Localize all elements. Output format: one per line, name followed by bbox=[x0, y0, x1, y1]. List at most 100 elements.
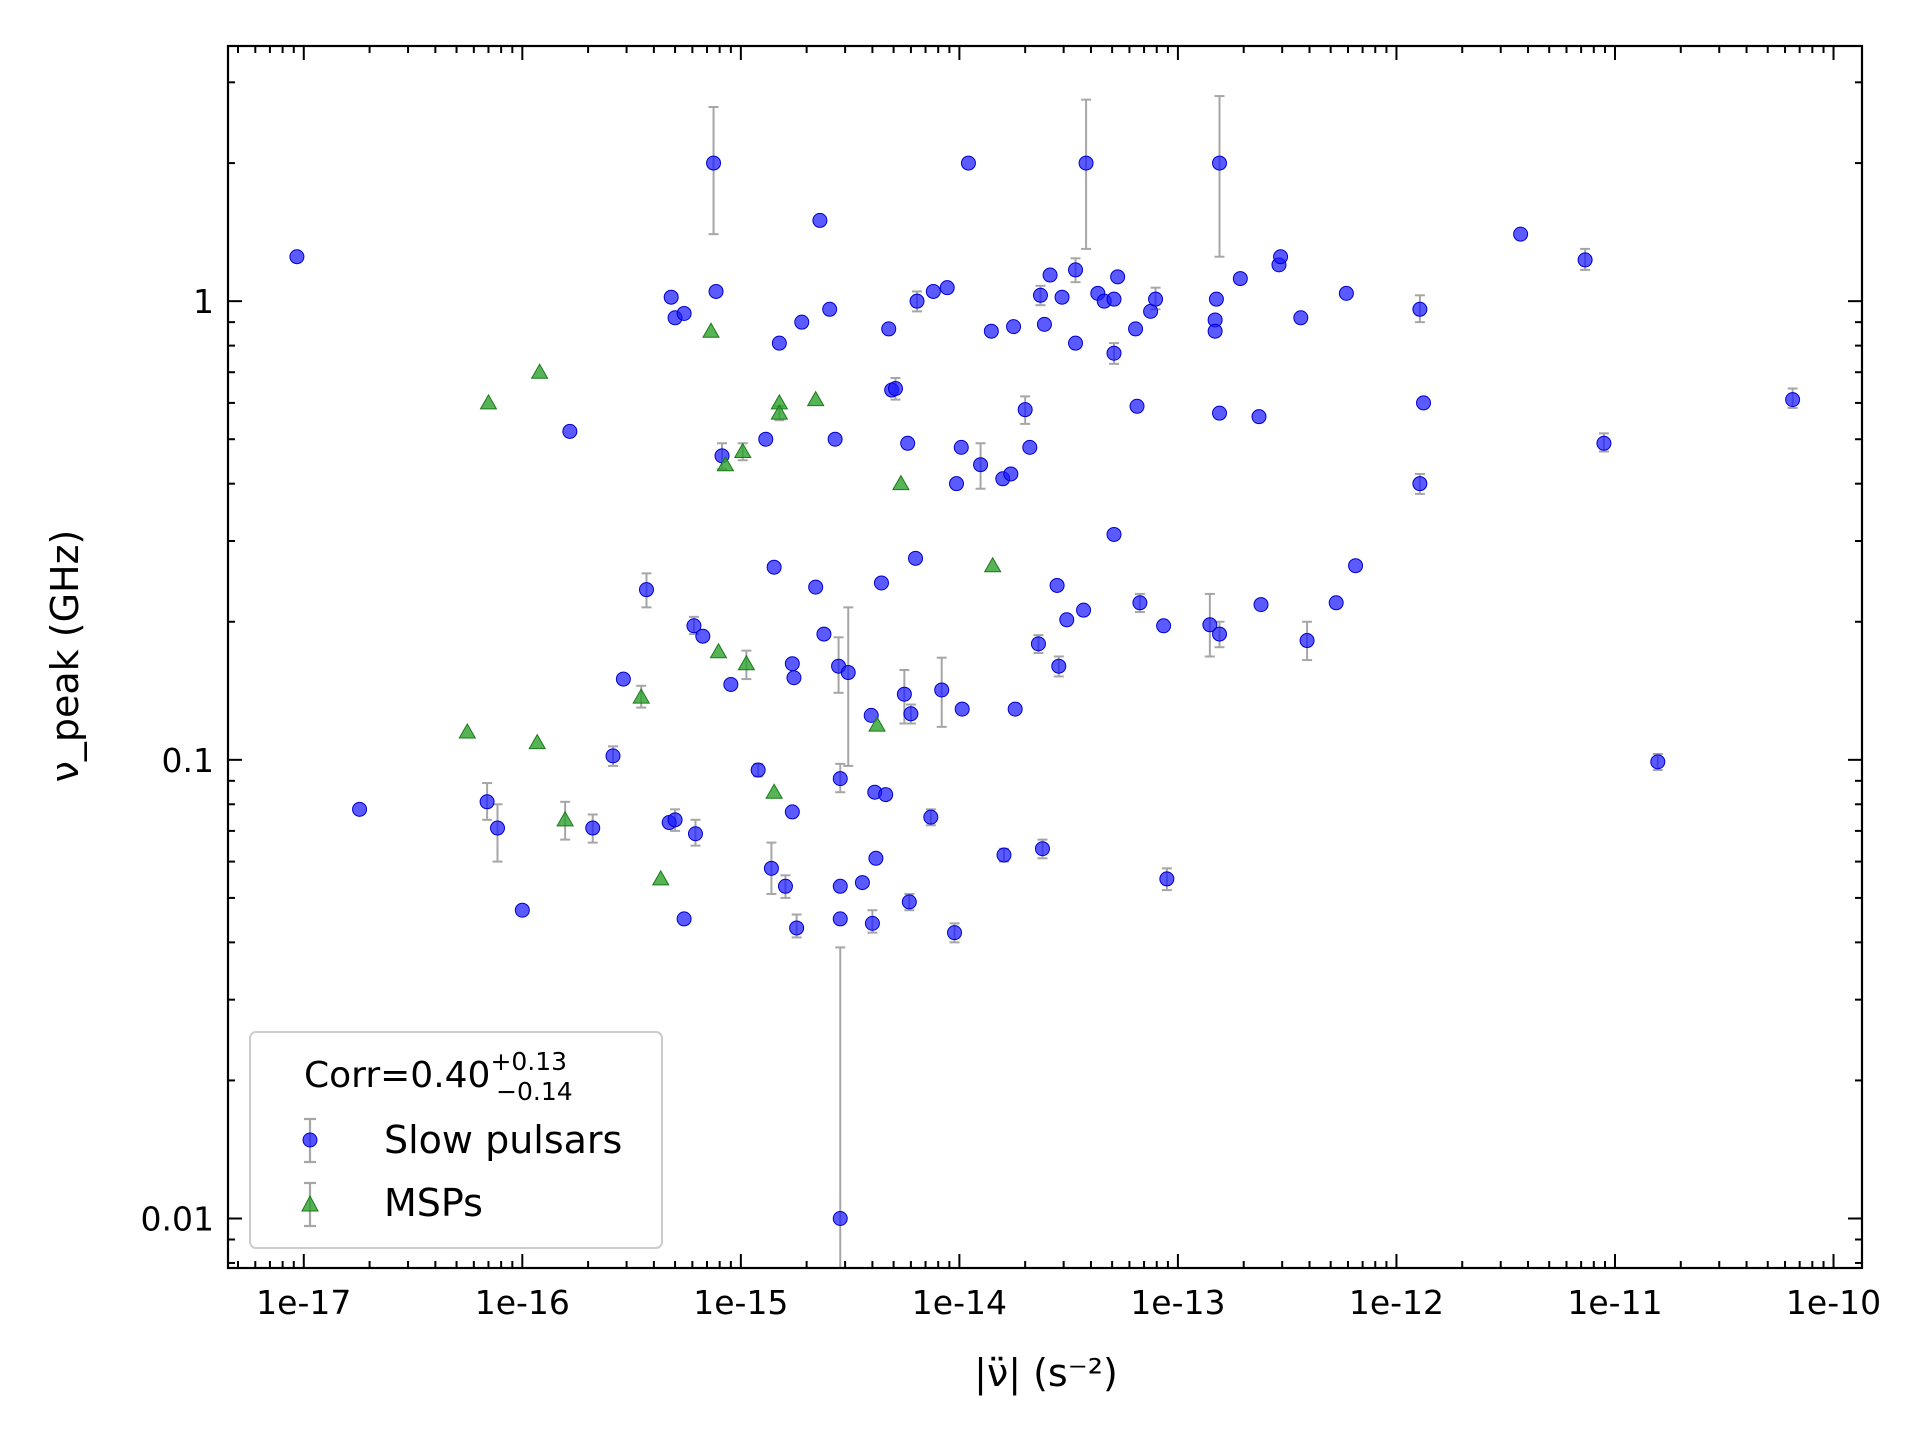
slow-pulsar-point bbox=[1293, 310, 1309, 326]
msp-point bbox=[765, 783, 783, 799]
slow-pulsar-point bbox=[863, 707, 879, 723]
x-tick-label: 1e-14 bbox=[912, 1283, 1007, 1322]
slow-pulsar-point bbox=[1212, 405, 1228, 421]
slow-pulsar-point bbox=[784, 804, 800, 820]
slow-pulsar-point bbox=[832, 1211, 848, 1227]
slow-pulsar-point bbox=[1022, 439, 1038, 455]
msp-point bbox=[716, 455, 735, 472]
slow-pulsar-point bbox=[996, 847, 1012, 863]
slow-pulsar-point bbox=[708, 283, 724, 299]
slow-pulsar-point bbox=[605, 748, 621, 764]
slow-pulsar-point bbox=[562, 423, 578, 439]
legend-msp-marker bbox=[301, 1194, 319, 1212]
slow-pulsar-point bbox=[1032, 287, 1048, 303]
msp-point bbox=[806, 390, 825, 407]
legend-box bbox=[249, 1031, 663, 1249]
x-tick-label: 1e-13 bbox=[1130, 1283, 1225, 1322]
slow-pulsar-point bbox=[1207, 323, 1223, 339]
slow-pulsar-point bbox=[1416, 395, 1432, 411]
slow-pulsar-point bbox=[585, 820, 601, 836]
msp-point bbox=[556, 810, 574, 827]
x-tick-label: 1e-10 bbox=[1786, 1283, 1881, 1322]
slow-pulsar-point bbox=[750, 762, 766, 778]
x-axis-label: |ν̈| (s⁻²) bbox=[974, 1351, 1118, 1396]
slow-pulsar-point bbox=[638, 582, 654, 598]
slow-pulsar-point bbox=[789, 920, 805, 936]
slow-pulsar-point bbox=[667, 812, 683, 828]
slow-pulsar-point bbox=[763, 860, 779, 876]
slow-pulsar-point bbox=[1328, 595, 1344, 611]
slow-pulsar-point bbox=[948, 476, 964, 492]
slow-pulsar-point bbox=[901, 894, 917, 910]
slow-pulsar-point bbox=[832, 771, 848, 787]
x-axis-ticks: 1e-17 1e-16 1e-15 1e-14 1e-13 1e-12 1e-11 1e-10 bbox=[236, 46, 1881, 1322]
slow-pulsar-point bbox=[954, 701, 970, 717]
msp-point bbox=[892, 474, 910, 491]
slow-pulsar-point bbox=[1007, 701, 1023, 717]
legend-correlation-lower-error: −0.14 bbox=[496, 1077, 573, 1106]
slow-pulsar-point bbox=[873, 575, 889, 591]
plot-frame bbox=[226, 44, 1864, 1270]
slow-pulsar-point bbox=[947, 925, 963, 941]
legend-label-msps: MSPs bbox=[384, 1181, 483, 1225]
slow-pulsar-point bbox=[1054, 289, 1070, 305]
slow-pulsar-point bbox=[953, 439, 969, 455]
slow-pulsar-point bbox=[816, 626, 832, 642]
slow-pulsar-point bbox=[1785, 392, 1801, 408]
msp-point bbox=[868, 716, 886, 732]
slow-pulsar-point bbox=[1338, 285, 1354, 301]
slow-pulsar-point bbox=[663, 289, 679, 305]
slow-pulsar-point bbox=[1106, 345, 1122, 361]
slow-pulsar-point bbox=[1006, 319, 1022, 335]
x-tick-label: 1e-15 bbox=[693, 1283, 788, 1322]
slow-pulsar-point bbox=[1036, 316, 1052, 332]
slow-pulsar-point bbox=[1042, 267, 1058, 283]
msp-point bbox=[528, 733, 547, 750]
msp-point bbox=[479, 393, 498, 410]
slow-pulsar-point bbox=[514, 902, 530, 918]
slow-pulsar-point bbox=[1059, 612, 1075, 628]
slow-pulsar-point bbox=[1348, 558, 1364, 574]
slow-pulsar-point bbox=[808, 579, 824, 595]
slow-pulsar-point bbox=[1106, 526, 1122, 542]
slow-pulsar-point bbox=[1051, 658, 1067, 674]
y-tick-label: 0.1 bbox=[162, 741, 214, 780]
slow-pulsar-point bbox=[908, 550, 924, 566]
msp-point bbox=[733, 442, 752, 459]
slow-pulsar-point bbox=[706, 155, 722, 171]
slow-pulsar-point bbox=[676, 305, 692, 321]
y-axis-label: ν_peak (GHz) bbox=[43, 530, 87, 783]
y-tick-label: 1 bbox=[193, 282, 214, 321]
slow-pulsar-point bbox=[794, 314, 810, 330]
slow-pulsar-point bbox=[822, 301, 838, 317]
msp-point bbox=[530, 363, 549, 379]
legend-item-slow-pulsars: Slow pulsars bbox=[302, 1117, 622, 1164]
slow-pulsar-point bbox=[1212, 155, 1228, 171]
slow-pulsar-point bbox=[1129, 398, 1145, 414]
slow-pulsar-point bbox=[1128, 321, 1144, 337]
slow-pulsar-point bbox=[1148, 291, 1164, 307]
legend-correlation: Corr=0.40+0.13 −0.14 bbox=[304, 1047, 573, 1106]
slow-pulsar-point bbox=[1003, 466, 1019, 482]
msp-point bbox=[737, 654, 756, 671]
slow-pulsar-point bbox=[352, 801, 368, 817]
slow-pulsar-point bbox=[771, 335, 787, 351]
slow-pulsar-point bbox=[777, 878, 793, 894]
slow-pulsar-point bbox=[676, 911, 692, 927]
slow-pulsar-point bbox=[881, 321, 897, 337]
legend-correlation-value: Corr=0.40 bbox=[304, 1055, 490, 1096]
slow-pulsar-point bbox=[923, 809, 939, 825]
legend-correlation-upper-error: +0.13 bbox=[490, 1047, 567, 1076]
slow-pulsar-point bbox=[887, 381, 903, 397]
y-tick-label: 0.01 bbox=[141, 1200, 214, 1239]
slow-pulsar-point bbox=[1110, 269, 1126, 285]
msp-point bbox=[632, 688, 651, 704]
slow-pulsar-point bbox=[1068, 262, 1084, 278]
x-tick-label: 1e-11 bbox=[1567, 1283, 1662, 1322]
slow-pulsar-point bbox=[934, 682, 950, 698]
slow-pulsar-point bbox=[925, 283, 941, 299]
slow-pulsar-point bbox=[784, 656, 800, 672]
slow-pulsar-point bbox=[479, 794, 495, 810]
slow-pulsar-point bbox=[973, 457, 989, 473]
